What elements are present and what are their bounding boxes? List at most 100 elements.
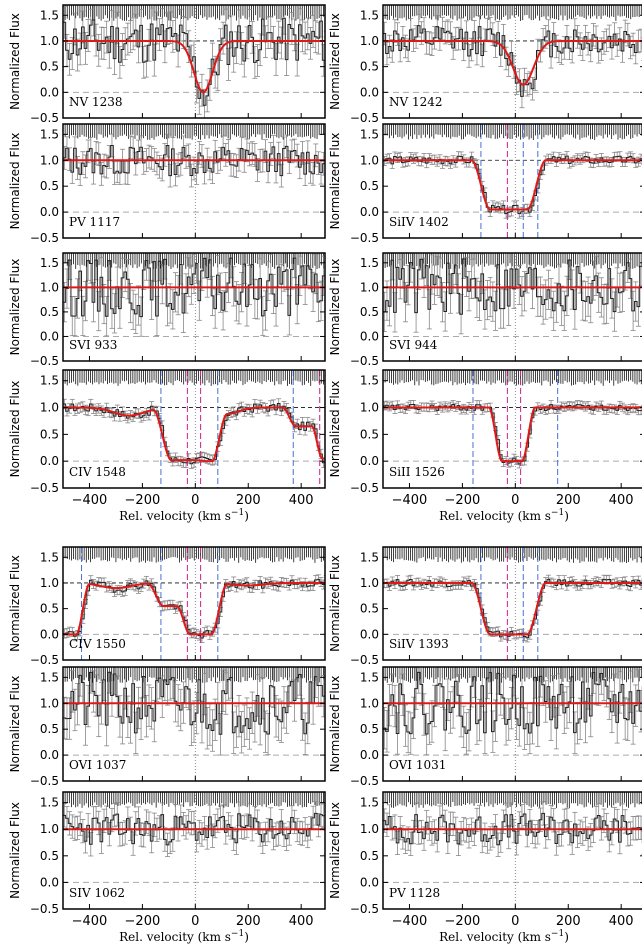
panel-label: NV 1242 [389, 95, 443, 109]
panel-label: SVI 944 [389, 338, 438, 352]
y-tick-label: 1.5 [360, 374, 379, 388]
spectrum-step-line [383, 25, 642, 97]
panel-frame [382, 123, 642, 239]
observed-spectrum [383, 13, 642, 109]
y-tick-label: 1.0 [40, 401, 59, 415]
y-tick-label: 0.0 [360, 205, 379, 219]
model-fit-line [63, 39, 325, 94]
y-tick-label: −0.5 [350, 111, 379, 125]
y-tick-label: 1.5 [40, 256, 59, 270]
y-axis-label: Normalized Flux [8, 555, 22, 652]
panel-frame [382, 252, 642, 362]
panel-svi-944: −0.5 0.0 0.5 1.0 1.5 SVI 944 Normalized Flux [328, 252, 642, 368]
y-tick-label: −0.5 [350, 481, 379, 495]
y-tick-label: −0.5 [30, 653, 59, 667]
pixel-tick-band [63, 547, 324, 563]
panel-frame [62, 369, 326, 489]
panel-frame [62, 252, 326, 362]
y-axis-label: Normalized Flux [328, 555, 342, 652]
spectrum-step-line [63, 257, 325, 318]
pixel-tick-band [63, 370, 324, 386]
panel-siiv-1402: −0.5 0.0 0.5 1.0 1.5 SiIV 1402 Normalized Flux [328, 123, 642, 245]
y-tick-label: 0.5 [40, 305, 59, 319]
y-axis-label: Normalized Flux [8, 259, 22, 356]
y-tick-label: −0.5 [30, 231, 59, 245]
panel-label: SiII 1526 [389, 465, 445, 479]
panel-label: SiIV 1402 [389, 215, 449, 229]
panel-frame [62, 546, 326, 661]
model-fit-line [63, 406, 325, 463]
pixel-tick-band [383, 5, 642, 21]
panel-frame [382, 369, 642, 489]
y-tick-label: −0.5 [350, 354, 379, 368]
y-tick-label: −0.5 [30, 354, 59, 368]
y-tick-label: 1.5 [40, 374, 59, 388]
panel-nv-1242: −0.5 0.0 0.5 1.0 1.5 NV 1242 Normalized Flux [328, 4, 642, 125]
y-tick-label: 0.5 [40, 602, 59, 616]
y-tick-label: −0.5 [30, 481, 59, 495]
pixel-tick-band [383, 253, 642, 269]
y-tick-label: 0.5 [360, 179, 379, 193]
pixel-tick-band [383, 370, 642, 386]
y-tick-label: 0.0 [40, 329, 59, 343]
y-tick-label: 0.0 [360, 627, 379, 641]
observed-spectrum [63, 667, 325, 756]
y-axis-label: Normalized Flux [328, 13, 342, 110]
panel-frame [62, 4, 326, 119]
y-tick-label: 1.0 [360, 153, 379, 167]
y-axis-label: Normalized Flux [328, 259, 342, 356]
panel-frame [382, 546, 642, 661]
observed-spectrum [63, 5, 325, 118]
spectrum-step-line [63, 17, 325, 106]
observed-spectrum [63, 133, 325, 188]
panel-siiv-1393: −0.5 0.0 0.5 1.0 1.5 SiIV 1393 Normalized Flux [328, 546, 642, 667]
y-tick-label: 1.0 [360, 576, 379, 590]
panel-frame [382, 4, 642, 119]
y-tick-label: 0.5 [360, 60, 379, 74]
y-axis-label: Normalized Flux [328, 133, 342, 230]
model-fit-line [383, 581, 642, 636]
y-tick-label: −0.5 [350, 231, 379, 245]
spectrum-step-line [63, 144, 325, 177]
spectrum-step-line [383, 258, 642, 315]
spectrum-step-line [383, 155, 642, 215]
observed-spectrum [383, 151, 642, 219]
y-tick-label: 0.0 [360, 454, 379, 468]
pixel-tick-band [383, 124, 642, 140]
observed-spectrum [63, 253, 325, 337]
y-tick-label: 1.5 [40, 127, 59, 141]
panel-label: CIV 1550 [69, 637, 126, 651]
y-tick-label: 0.0 [40, 454, 59, 468]
panel-label: NV 1238 [69, 95, 123, 109]
model-fit-line [383, 39, 642, 86]
observed-spectrum [63, 574, 325, 643]
y-tick-label: −0.5 [30, 111, 59, 125]
y-tick-label: 1.5 [360, 8, 379, 22]
y-tick-label: 1.5 [360, 127, 379, 141]
y-axis-label: Normalized Flux [328, 381, 342, 478]
y-tick-label: 1.0 [40, 280, 59, 294]
y-tick-label: 1.5 [40, 550, 59, 564]
panel-nv-1238: −0.5 0.0 0.5 1.0 1.5 NV 1238 Normalized Flux [8, 4, 326, 125]
y-tick-label: 0.5 [40, 60, 59, 74]
y-tick-label: 0.5 [360, 427, 379, 441]
observed-spectrum [383, 574, 642, 643]
panel-frame [62, 123, 326, 239]
y-tick-label: 1.0 [40, 576, 59, 590]
panel-siii-1526: −0.5 0.0 0.5 1.0 1.5 SiII 1526 Normalized Flux [328, 369, 642, 495]
panel-label: SVI 933 [69, 338, 117, 352]
panel-civ-1550: −0.5 0.0 0.5 1.0 1.5 CIV 1550 Normalized Flux [8, 546, 326, 667]
y-tick-label: 0.5 [40, 427, 59, 441]
y-tick-label: 1.0 [40, 34, 59, 48]
panel-pv-1117: −0.5 0.0 0.5 1.0 1.5 PV 1117 Normalized Flux [8, 123, 326, 245]
y-tick-label: 1.5 [360, 256, 379, 270]
y-tick-label: 1.0 [360, 280, 379, 294]
pixel-tick-band [63, 124, 324, 140]
panel-label: PV 1117 [69, 215, 120, 229]
spectrum-step-line [383, 578, 642, 639]
model-fit-line [63, 581, 325, 636]
pixel-tick-band [63, 667, 324, 683]
y-tick-label: 1.0 [360, 401, 379, 415]
y-axis-label: Normalized Flux [8, 133, 22, 230]
